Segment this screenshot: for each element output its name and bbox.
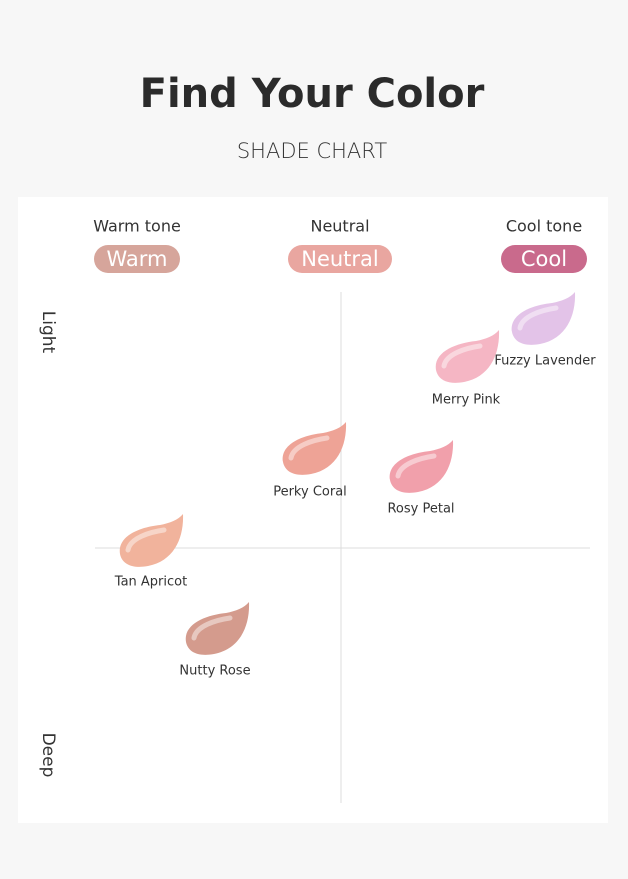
swatch-highlight [441, 343, 483, 369]
swatch-label: Tan Apricot [114, 575, 187, 590]
swatch-shape [185, 602, 250, 655]
tone-pill [501, 245, 587, 273]
swatch-highlight [395, 453, 437, 479]
column-heading: Neutral [310, 217, 369, 236]
swatch-label: Rosy Petal [387, 502, 454, 517]
swatch [282, 422, 347, 475]
swatch-label: Perky Coral [273, 485, 347, 500]
tone-pill [288, 245, 392, 273]
swatches: Fuzzy Lavender Merry Pink Perky Coral Rosy … [114, 292, 596, 679]
axis-bottom-label: Deep [38, 733, 58, 778]
tone-pill-label: Neutral [301, 247, 379, 271]
swatch-highlight [288, 435, 330, 461]
column-heading: Cool tone [506, 217, 582, 236]
title: Find Your Color [140, 71, 485, 117]
columns: Warm tone Warm Neutral Neutral Cool tone Cool [93, 217, 587, 273]
swatch [435, 330, 500, 383]
swatch-shape [282, 422, 347, 475]
subtitle: SHADE CHART [237, 139, 387, 163]
tone-pill [94, 245, 180, 273]
swatch-shape [119, 514, 184, 567]
swatch-shape [435, 330, 500, 383]
swatch [511, 292, 576, 345]
swatch-highlight [517, 305, 559, 331]
tone-pill-label: Cool [521, 247, 567, 271]
swatch-highlight [125, 527, 167, 553]
swatch-label: Merry Pink [432, 393, 501, 408]
swatch-shape [511, 292, 576, 345]
axis-top-label: Light [38, 311, 58, 354]
column-heading: Warm tone [93, 217, 181, 236]
swatch-label: Nutty Rose [179, 664, 250, 679]
swatch [119, 514, 184, 567]
panel [18, 197, 608, 823]
swatch [389, 440, 454, 493]
swatch-highlight [191, 615, 233, 641]
swatch-label: Fuzzy Lavender [494, 354, 596, 369]
tone-pill-label: Warm [106, 247, 167, 271]
swatch-shape [389, 440, 454, 493]
swatch [185, 602, 250, 655]
